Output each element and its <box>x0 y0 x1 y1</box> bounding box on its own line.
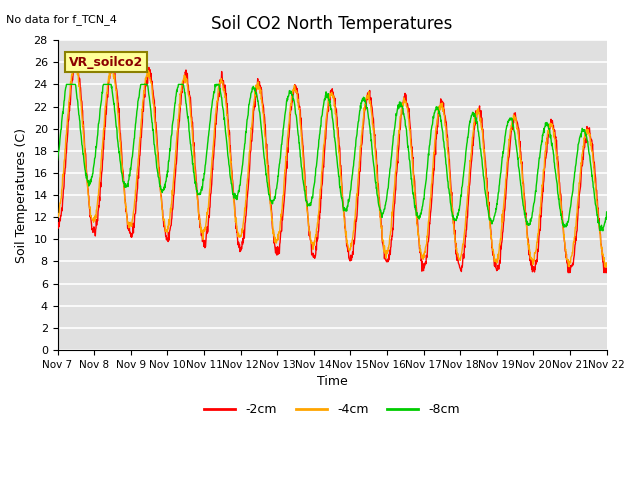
Y-axis label: Soil Temperatures (C): Soil Temperatures (C) <box>15 128 28 263</box>
Legend: -2cm, -4cm, -8cm: -2cm, -4cm, -8cm <box>199 398 465 421</box>
X-axis label: Time: Time <box>317 375 348 388</box>
Title: Soil CO2 North Temperatures: Soil CO2 North Temperatures <box>211 15 452 33</box>
Text: VR_soilco2: VR_soilco2 <box>68 56 143 69</box>
Text: No data for f_TCN_4: No data for f_TCN_4 <box>6 14 117 25</box>
